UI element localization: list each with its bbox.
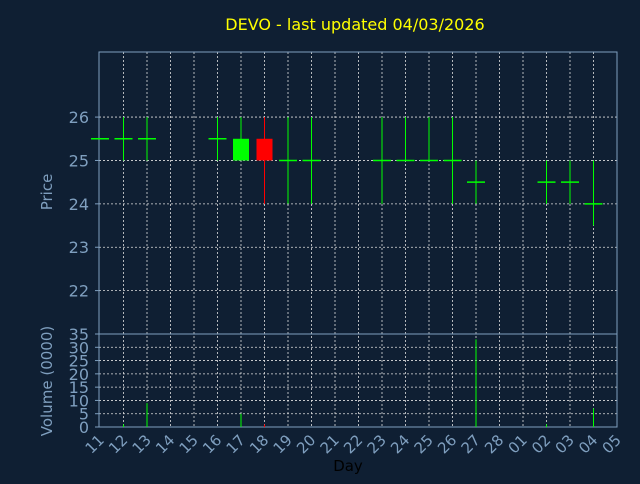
x-tick-label: 03 bbox=[552, 431, 578, 457]
volume-tick-label: 30 bbox=[69, 338, 89, 357]
x-tick-label: 15 bbox=[176, 431, 202, 457]
volume-tick-label: 0 bbox=[79, 418, 89, 437]
x-tick-label: 17 bbox=[223, 431, 249, 457]
x-tick-label: 25 bbox=[411, 431, 437, 457]
x-tick-label: 28 bbox=[481, 431, 507, 457]
x-tick-label: 20 bbox=[293, 431, 319, 457]
x-tick-label: 18 bbox=[246, 431, 272, 457]
price-tick-label: 24 bbox=[69, 195, 89, 214]
x-axis-label: Day bbox=[333, 457, 363, 475]
volume-tick-label: 20 bbox=[69, 365, 89, 384]
candle-body bbox=[233, 138, 249, 161]
x-tick-label: 16 bbox=[199, 431, 225, 457]
x-tick-label: 21 bbox=[317, 431, 343, 457]
x-tick-label: 22 bbox=[340, 431, 366, 457]
volume-panel-frame bbox=[98, 333, 618, 428]
chart-title: DEVO - last updated 04/03/2026 bbox=[225, 15, 484, 34]
candle-body bbox=[256, 138, 273, 161]
price-tick-label: 25 bbox=[69, 151, 89, 170]
x-tick-label: 12 bbox=[105, 431, 131, 457]
x-tick-label: 04 bbox=[575, 431, 601, 457]
volume-tick-label: 25 bbox=[69, 352, 89, 371]
volume-tick-label: 15 bbox=[69, 378, 89, 397]
x-tick-label: 05 bbox=[599, 431, 625, 457]
x-tick-label: 26 bbox=[434, 431, 460, 457]
price-panel-frame bbox=[98, 51, 618, 335]
x-tick-label: 14 bbox=[152, 431, 178, 457]
x-tick-label: 19 bbox=[270, 431, 296, 457]
price-tick-label: 26 bbox=[69, 108, 89, 127]
x-tick-label: 13 bbox=[129, 431, 155, 457]
volume-axis-label: Volume (0000) bbox=[38, 326, 56, 436]
x-tick-label: 02 bbox=[528, 431, 554, 457]
price-axis-label: Price bbox=[38, 174, 56, 211]
x-tick-label: 24 bbox=[387, 431, 413, 457]
price-tick-label: 22 bbox=[69, 282, 89, 301]
price-tick-label: 23 bbox=[69, 238, 89, 257]
x-tick-label: 23 bbox=[364, 431, 390, 457]
volume-tick-label: 10 bbox=[69, 391, 89, 410]
volume-tick-label: 35 bbox=[69, 325, 89, 344]
x-tick-label: 01 bbox=[505, 431, 531, 457]
volume-tick-label: 5 bbox=[79, 405, 89, 424]
x-tick-label: 27 bbox=[458, 431, 484, 457]
